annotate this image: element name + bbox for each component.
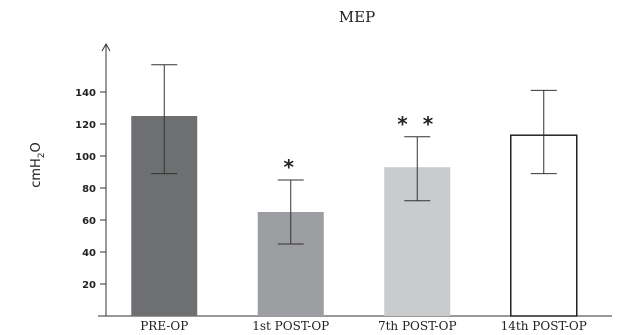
chart-title: MEP	[339, 8, 375, 26]
error-bars	[151, 64, 557, 245]
y-tick-label: 60	[82, 216, 96, 227]
y-tick-label: 40	[82, 248, 96, 259]
y-axis-label-main: cmH	[29, 158, 44, 188]
y-axis-label-suffix: O	[29, 142, 44, 152]
y-axis-label-subscript: 2	[37, 152, 47, 158]
y-ticks: 20 40 60 80 100 120 140	[75, 88, 106, 291]
bars	[131, 116, 578, 317]
significance-marker: * *	[397, 112, 437, 136]
y-tick-label: 140	[75, 88, 96, 99]
x-tick-labels: PRE-OP 1st POST-OP 7th POST-OP 14th POST-OP	[140, 319, 587, 333]
y-tick-label: 120	[75, 120, 96, 131]
x-tick-label: PRE-OP	[140, 319, 188, 333]
y-tick-label: 20	[82, 280, 96, 291]
x-tick-label: 14th POST-OP	[501, 319, 587, 333]
y-axis-arrow	[101, 42, 111, 52]
y-axis-label: cmH2O	[29, 142, 47, 188]
x-tick-label: 7th POST-OP	[378, 319, 457, 333]
y-tick-label: 80	[82, 184, 96, 195]
significance-marker: *	[284, 155, 298, 179]
significance-annotations: * * *	[284, 112, 437, 179]
x-tick-label: 1st POST-OP	[252, 319, 329, 333]
y-tick-label: 100	[75, 152, 96, 163]
